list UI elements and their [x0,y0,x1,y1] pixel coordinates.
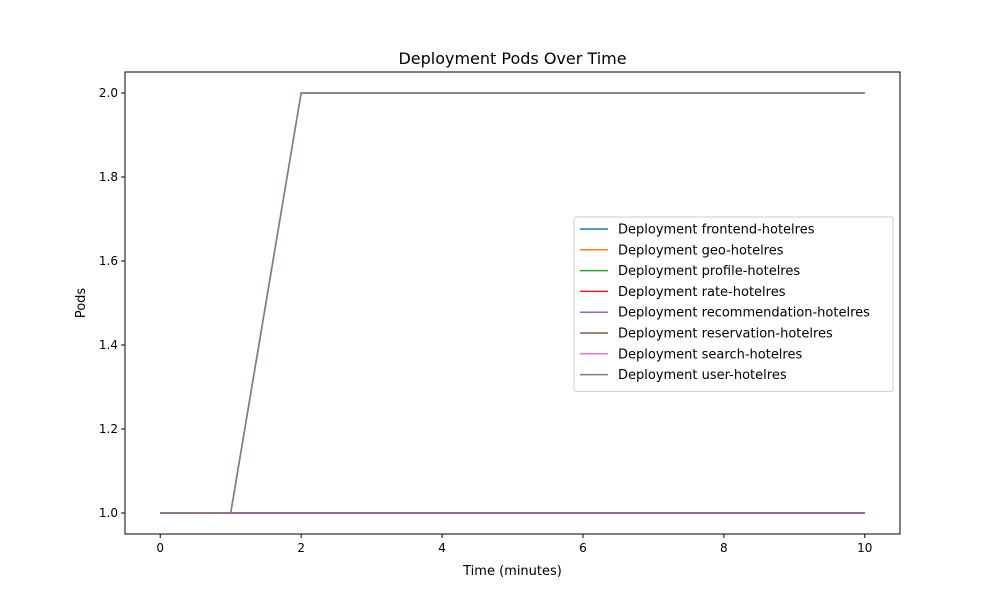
x-tick-label: 2 [297,541,305,555]
plot-area [160,92,865,514]
y-tick-label: 1.4 [99,338,118,352]
x-tick-label: 6 [579,541,587,555]
y-tick-label: 1.0 [99,506,118,520]
x-tick-label: 4 [438,541,446,555]
y-tick-label: 1.2 [99,422,118,436]
legend-label: Deployment reservation-hotelres [618,327,833,342]
x-axis-label: Time (minutes) [462,564,562,579]
legend-label: Deployment recommendation-hotelres [618,306,870,321]
plot-frame [124,71,901,535]
legend-label: Deployment search-hotelres [618,347,802,362]
series-line-7 [160,92,865,514]
x-tick-label: 8 [720,541,728,555]
y-tick-label: 1.6 [99,254,118,268]
legend-label: Deployment frontend-hotelres [618,223,815,238]
legend-box [573,216,894,392]
y-tick-label: 2.0 [99,86,118,100]
y-tick-label: 1.8 [99,170,118,184]
x-tick-label: 0 [156,541,164,555]
chart-title: Deployment Pods Over Time [398,49,626,68]
legend-label: Deployment rate-hotelres [618,285,786,300]
legend-label: Deployment profile-hotelres [618,264,800,279]
legend-label: Deployment geo-hotelres [618,243,784,258]
y-axis-label: Pods [74,288,89,319]
x-axis-ticks: 0 2 4 6 8 10 [156,534,872,555]
legend-label: Deployment user-hotelres [618,368,787,383]
x-tick-label: 10 [857,541,872,555]
y-axis-ticks: 1.0 1.2 1.4 1.6 1.8 2.0 [99,86,125,520]
legend: Deployment frontend-hotelres Deployment g… [573,216,894,392]
